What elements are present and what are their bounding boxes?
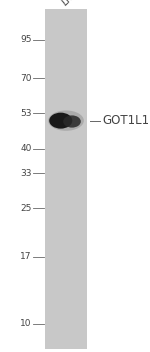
Ellipse shape (63, 115, 81, 128)
Bar (45, 9, 87, 349)
Ellipse shape (49, 113, 72, 128)
Text: 95: 95 (20, 35, 32, 44)
Text: 10: 10 (20, 319, 32, 328)
Text: 40: 40 (20, 144, 32, 153)
Text: 53: 53 (20, 109, 32, 118)
Text: Liver: Liver (60, 0, 84, 7)
Text: 70: 70 (20, 74, 32, 83)
Text: GOT1L1: GOT1L1 (102, 114, 149, 127)
Text: 17: 17 (20, 252, 32, 261)
Text: 33: 33 (20, 169, 32, 178)
Ellipse shape (48, 111, 84, 131)
Text: 25: 25 (20, 204, 32, 213)
